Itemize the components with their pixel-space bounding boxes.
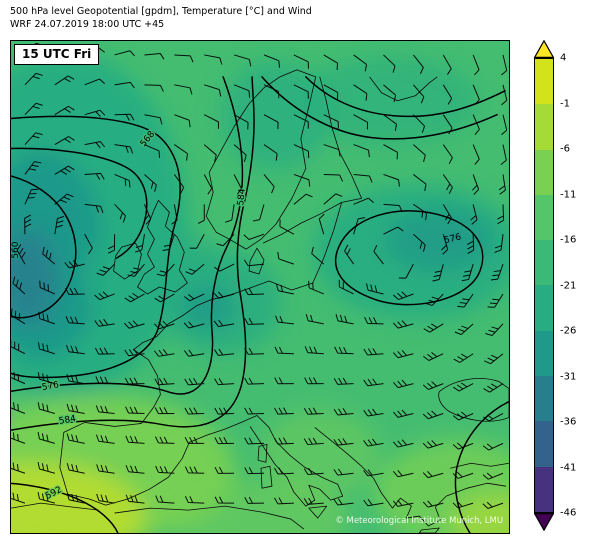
- colorbar: [534, 58, 554, 513]
- colorbar-tick-label: -21: [560, 280, 577, 291]
- colorbar-segment: [535, 466, 553, 512]
- colorbar-tick-label: -31: [560, 371, 577, 382]
- colorbar-segment: [535, 240, 553, 286]
- figure-subtitle: WRF 24.07.2019 18:00 UTC +45: [10, 19, 165, 30]
- valid-time-label: 15 UTC Fri: [14, 44, 100, 65]
- map-panel: 15 UTC Fri: [10, 40, 510, 534]
- temperature-field: [11, 41, 509, 533]
- colorbar-segment: [535, 330, 553, 377]
- colorbar-tick-label: -36: [560, 416, 577, 428]
- colorbar-tick-label: -26: [560, 325, 577, 337]
- colorbar-tick-labels: 4 -1 -6 -11 -16 -21 -26 -31 -36 -41 -46: [560, 53, 600, 519]
- colorbar-segment: [535, 376, 553, 422]
- contour-label: 584: [58, 414, 77, 427]
- colorbar-segment: [535, 104, 553, 150]
- colorbar-top-arrow: [534, 40, 554, 58]
- colorbar-tick-label: -46: [560, 507, 577, 519]
- colorbar-tick-label: -16: [560, 234, 577, 246]
- wind-barbs: [11, 42, 508, 509]
- contour-label: 576: [41, 380, 60, 393]
- watermark: © Meteorological Institute Munich, LMU: [335, 515, 503, 525]
- colorbar-tick-label: -41: [560, 462, 577, 473]
- contour-label: 584: [236, 188, 248, 206]
- colorbar-tick-label: 4: [560, 52, 567, 64]
- colorbar-tick-label: -11: [560, 189, 577, 200]
- colorbar-tick-label: -6: [560, 143, 570, 155]
- colorbar-segment: [535, 194, 553, 241]
- colorbar-segment: [535, 421, 553, 467]
- colorbar-segment: [535, 149, 553, 195]
- colorbar-segment: [535, 285, 553, 331]
- colorbar-bottom-arrow: [534, 513, 554, 531]
- colorbar-tick-label: -1: [560, 98, 570, 109]
- figure-title: 500 hPa level Geopotential [gpdm], Tempe…: [10, 6, 312, 17]
- contour-label: 560: [11, 241, 21, 258]
- colorbar-segment: [535, 59, 553, 105]
